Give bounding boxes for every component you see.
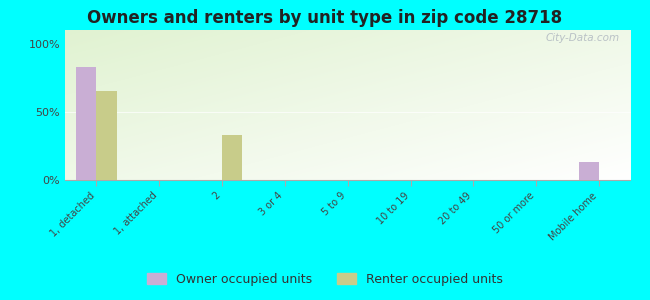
Text: City-Data.com: City-Data.com (545, 33, 619, 43)
Bar (96, 92, 116, 180)
Bar (579, 162, 599, 180)
Text: Owners and renters by unit type in zip code 28718: Owners and renters by unit type in zip c… (88, 9, 562, 27)
Bar (76, 67, 96, 180)
Legend: Owner occupied units, Renter occupied units: Owner occupied units, Renter occupied un… (142, 268, 508, 291)
Bar (222, 135, 242, 180)
